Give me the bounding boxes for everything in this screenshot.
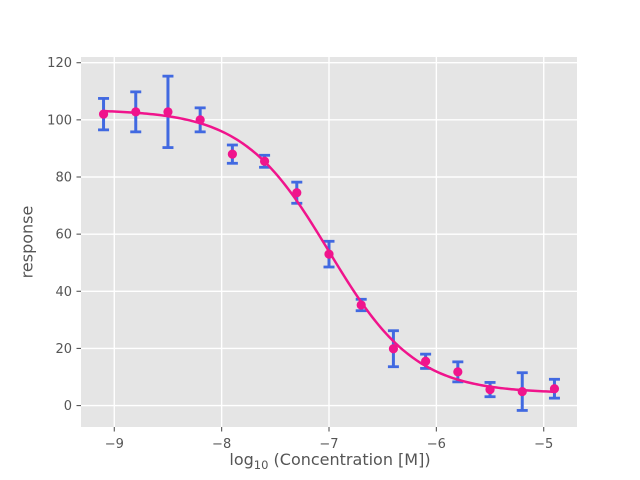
y-tick-label: 20	[55, 342, 72, 357]
y-axis-label: response	[17, 205, 37, 279]
data-point-marker	[549, 384, 560, 394]
data-point-marker	[517, 386, 527, 397]
x-tick-label: −6	[427, 437, 446, 452]
x-tick-label: −9	[105, 437, 124, 452]
x-axis-label-subscript: 10	[253, 458, 269, 473]
y-tick-label: 80	[55, 171, 72, 186]
data-point-marker	[259, 156, 270, 166]
data-point-marker	[195, 115, 205, 125]
ticks: −9 −8 −7 −6 −5 0 20 40 60 80 100 120	[47, 56, 553, 452]
data-point-marker	[388, 344, 399, 354]
data-point-marker	[356, 300, 366, 310]
y-tick-label: 0	[64, 399, 72, 414]
data-point-marker	[324, 249, 334, 259]
x-tick-label: −7	[319, 437, 338, 452]
y-tick-label: 120	[47, 56, 72, 71]
data-point-marker	[421, 356, 431, 366]
y-tick-label: 60	[55, 228, 72, 243]
x-axis-label-suffix: (Concentration [M])	[268, 449, 431, 469]
data-points	[98, 107, 560, 397]
data-point-marker	[131, 107, 141, 117]
data-point-marker	[163, 107, 173, 117]
data-point-marker	[292, 188, 302, 198]
data-point-marker	[98, 109, 109, 119]
data-point-marker	[485, 384, 495, 395]
x-axis-label-prefix: log	[229, 449, 254, 469]
y-tick-label: 100	[47, 113, 72, 128]
data-point-marker	[453, 367, 463, 377]
data-point-marker	[227, 149, 237, 159]
x-tick-label: −5	[534, 437, 553, 452]
y-tick-label: 40	[55, 285, 72, 300]
x-axis-label: log10 (Concentration [M])	[229, 450, 430, 472]
x-tick-label: −8	[212, 437, 231, 452]
